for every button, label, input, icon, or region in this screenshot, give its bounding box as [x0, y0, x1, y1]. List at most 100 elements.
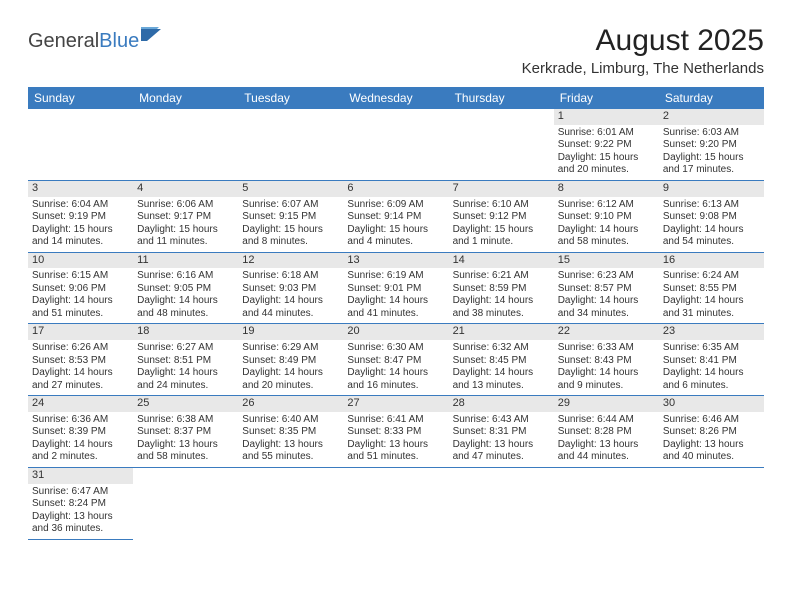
sunset-text: Sunset: 8:47 PM: [347, 355, 444, 368]
daylight-text: Daylight: 14 hours and 44 minutes.: [242, 295, 339, 320]
day-number: 26: [238, 396, 343, 412]
day-number: [449, 468, 554, 484]
day-number: 19: [238, 324, 343, 340]
sunset-text: Sunset: 9:14 PM: [347, 211, 444, 224]
calendar-row: 17 Sunrise: 6:26 AMSunset: 8:53 PM Dayligh…: [28, 324, 764, 396]
sunset-text: Sunset: 8:39 PM: [32, 426, 129, 439]
day-number: 28: [449, 396, 554, 412]
day-details: Sunrise: 6:47 AMSunset: 8:24 PMDaylight:…: [28, 484, 133, 539]
daylight-text: Daylight: 13 hours and 58 minutes.: [137, 439, 234, 464]
sunset-text: Sunset: 8:43 PM: [558, 355, 655, 368]
sunset-text: Sunset: 9:20 PM: [663, 139, 760, 152]
sunset-text: Sunset: 9:22 PM: [558, 139, 655, 152]
daylight-text: Daylight: 13 hours and 44 minutes.: [558, 439, 655, 464]
day-details: Sunrise: 6:15 AMSunset: 9:06 PMDaylight:…: [28, 268, 133, 323]
daylight-text: Daylight: 14 hours and 41 minutes.: [347, 295, 444, 320]
day-number: 17: [28, 324, 133, 340]
weekday-header: Wednesday: [343, 87, 448, 109]
weekday-header: Friday: [554, 87, 659, 109]
calendar-cell: 19Sunrise: 6:29 AMSunset: 8:49 PMDayligh…: [238, 324, 343, 395]
sunrise-text: Sunrise: 6:40 AM: [242, 414, 339, 427]
daylight-text: Daylight: 14 hours and 58 minutes.: [558, 224, 655, 249]
calendar-cell: [238, 109, 343, 180]
sunrise-text: Sunrise: 6:04 AM: [32, 199, 129, 212]
daylight-text: Daylight: 14 hours and 9 minutes.: [558, 367, 655, 392]
day-number: 13: [343, 253, 448, 269]
calendar-cell: 22Sunrise: 6:33 AMSunset: 8:43 PMDayligh…: [554, 324, 659, 395]
day-number: 1: [554, 109, 659, 125]
page-subtitle: Kerkrade, Limburg, The Netherlands: [522, 60, 764, 77]
daylight-text: Daylight: 15 hours and 1 minute.: [453, 224, 550, 249]
sunset-text: Sunset: 9:17 PM: [137, 211, 234, 224]
day-details: Sunrise: 6:29 AMSunset: 8:49 PMDaylight:…: [238, 340, 343, 395]
day-details: Sunrise: 6:40 AMSunset: 8:35 PMDaylight:…: [238, 412, 343, 467]
page: GeneralBlue August 2025 Kerkrade, Limbur…: [0, 0, 792, 564]
calendar-cell: 12Sunrise: 6:18 AMSunset: 9:03 PMDayligh…: [238, 253, 343, 324]
sunrise-text: Sunrise: 6:10 AM: [453, 199, 550, 212]
sunrise-text: Sunrise: 6:21 AM: [453, 270, 550, 283]
weekday-header: Tuesday: [238, 87, 343, 109]
calendar-row: 3Sunrise: 6:04 AMSunset: 9:19 PMDaylight…: [28, 181, 764, 253]
title-block: August 2025 Kerkrade, Limburg, The Nethe…: [522, 24, 764, 77]
day-number: [133, 109, 238, 125]
daylight-text: Daylight: 13 hours and 36 minutes.: [32, 511, 129, 536]
sunrise-text: Sunrise: 6:30 AM: [347, 342, 444, 355]
day-number: 18: [133, 324, 238, 340]
day-number: [343, 109, 448, 125]
daylight-text: Daylight: 15 hours and 4 minutes.: [347, 224, 444, 249]
sunset-text: Sunset: 9:01 PM: [347, 283, 444, 296]
sunrise-text: Sunrise: 6:16 AM: [137, 270, 234, 283]
calendar-cell: 4Sunrise: 6:06 AMSunset: 9:17 PMDaylight…: [133, 181, 238, 252]
day-details: Sunrise: 6:24 AMSunset: 8:55 PMDaylight:…: [659, 268, 764, 323]
daylight-text: Daylight: 14 hours and 38 minutes.: [453, 295, 550, 320]
weekday-header: Saturday: [659, 87, 764, 109]
day-details: Sunrise: 6:09 AMSunset: 9:14 PMDaylight:…: [343, 197, 448, 252]
calendar-cell: 11Sunrise: 6:16 AMSunset: 9:05 PMDayligh…: [133, 253, 238, 324]
day-number: 25: [133, 396, 238, 412]
calendar-cell: [449, 109, 554, 180]
day-number: [238, 109, 343, 125]
sunset-text: Sunset: 8:28 PM: [558, 426, 655, 439]
sunset-text: Sunset: 8:49 PM: [242, 355, 339, 368]
calendar-cell: 5Sunrise: 6:07 AMSunset: 9:15 PMDaylight…: [238, 181, 343, 252]
calendar-cell: 29Sunrise: 6:44 AMSunset: 8:28 PMDayligh…: [554, 396, 659, 467]
daylight-text: Daylight: 14 hours and 31 minutes.: [663, 295, 760, 320]
day-number: 3: [28, 181, 133, 197]
calendar-cell: 2Sunrise: 6:03 AMSunset: 9:20 PMDaylight…: [659, 109, 764, 180]
sunset-text: Sunset: 9:06 PM: [32, 283, 129, 296]
calendar-cell: [238, 468, 343, 540]
calendar: Sunday Monday Tuesday Wednesday Thursday…: [28, 87, 764, 540]
sunrise-text: Sunrise: 6:26 AM: [32, 342, 129, 355]
daylight-text: Daylight: 15 hours and 17 minutes.: [663, 152, 760, 177]
calendar-cell: [28, 109, 133, 180]
sunrise-text: Sunrise: 6:12 AM: [558, 199, 655, 212]
day-details: Sunrise: 6:04 AMSunset: 9:19 PMDaylight:…: [28, 197, 133, 252]
day-details: Sunrise: 6:43 AMSunset: 8:31 PMDaylight:…: [449, 412, 554, 467]
day-number: 10: [28, 253, 133, 269]
day-details: Sunrise: 6:23 AMSunset: 8:57 PMDaylight:…: [554, 268, 659, 323]
day-number: [449, 109, 554, 125]
day-details: Sunrise: 6:32 AMSunset: 8:45 PMDaylight:…: [449, 340, 554, 395]
calendar-header-row: Sunday Monday Tuesday Wednesday Thursday…: [28, 87, 764, 109]
day-number: [133, 468, 238, 484]
day-number: 12: [238, 253, 343, 269]
calendar-cell: [554, 468, 659, 540]
logo-text-2: Blue: [99, 30, 139, 53]
sunrise-text: Sunrise: 6:07 AM: [242, 199, 339, 212]
sunset-text: Sunset: 8:41 PM: [663, 355, 760, 368]
daylight-text: Daylight: 14 hours and 13 minutes.: [453, 367, 550, 392]
daylight-text: Daylight: 14 hours and 6 minutes.: [663, 367, 760, 392]
day-number: 15: [554, 253, 659, 269]
sunrise-text: Sunrise: 6:23 AM: [558, 270, 655, 283]
sunrise-text: Sunrise: 6:38 AM: [137, 414, 234, 427]
calendar-cell: 26Sunrise: 6:40 AMSunset: 8:35 PMDayligh…: [238, 396, 343, 467]
sunset-text: Sunset: 8:31 PM: [453, 426, 550, 439]
sunset-text: Sunset: 8:53 PM: [32, 355, 129, 368]
sunset-text: Sunset: 9:05 PM: [137, 283, 234, 296]
day-number: 24: [28, 396, 133, 412]
sunset-text: Sunset: 8:33 PM: [347, 426, 444, 439]
daylight-text: Daylight: 14 hours and 16 minutes.: [347, 367, 444, 392]
calendar-cell: [343, 468, 448, 540]
calendar-cell: 17Sunrise: 6:26 AMSunset: 8:53 PMDayligh…: [28, 324, 133, 395]
calendar-cell: 16Sunrise: 6:24 AMSunset: 8:55 PMDayligh…: [659, 253, 764, 324]
